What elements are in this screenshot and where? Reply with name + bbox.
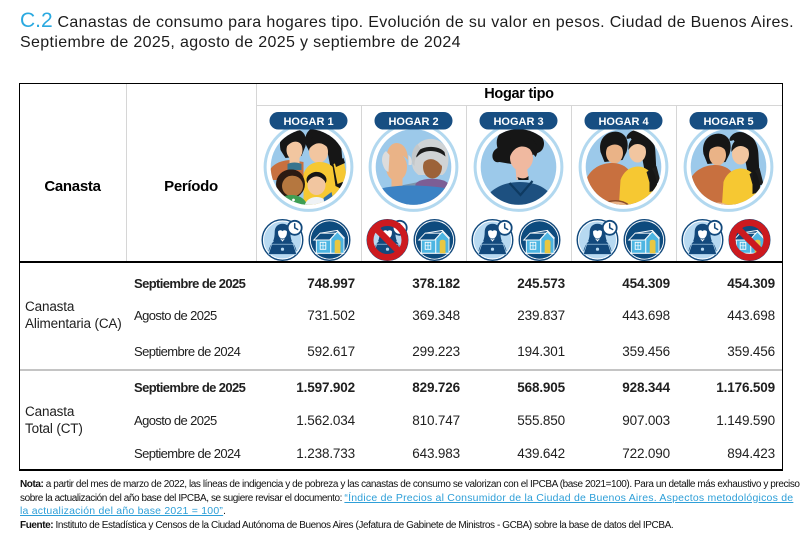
svg-text:HOGAR 2: HOGAR 2 (388, 116, 438, 128)
svg-text:HOGAR 4: HOGAR 4 (598, 116, 649, 128)
svg-text:HOGAR 3: HOGAR 3 (493, 116, 543, 128)
svg-text:HOGAR 5: HOGAR 5 (703, 116, 753, 128)
svg-text:HOGAR 1: HOGAR 1 (283, 116, 333, 128)
